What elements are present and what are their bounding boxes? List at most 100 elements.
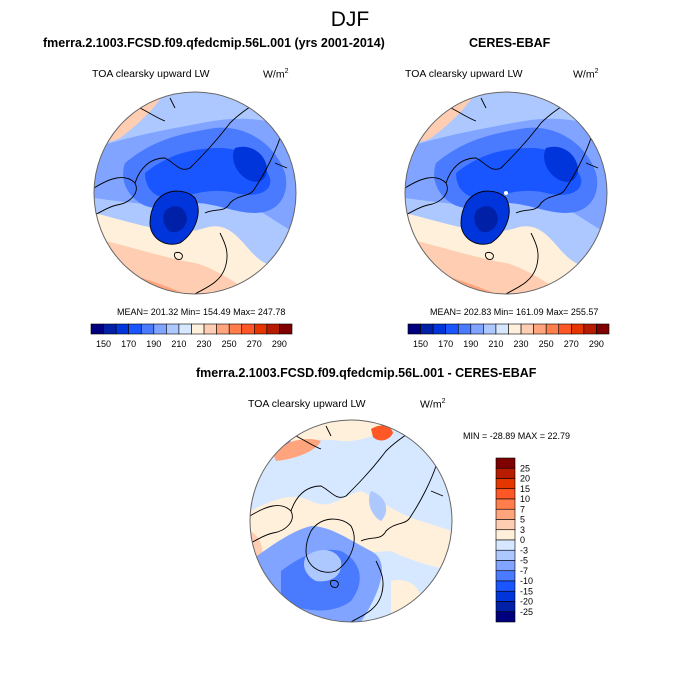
colorbar-3-box	[495, 457, 516, 469]
colorbar-3-tick-label: 5	[520, 515, 525, 525]
colorbar-3-box	[495, 508, 516, 520]
colorbar-3-tick-label: 15	[520, 484, 530, 494]
panel-2-units-base: W/m	[573, 68, 595, 81]
colorbar-3-tick-label: -20	[520, 597, 533, 607]
colorbar-3-box	[495, 478, 516, 490]
colorbar-3-tick-label: -3	[520, 545, 528, 555]
colorbar-1-box	[203, 323, 217, 335]
map-2-border	[404, 91, 608, 295]
colorbar-1-tick-label: 150	[96, 339, 111, 349]
colorbar-1-box	[241, 323, 255, 335]
colorbar-1-tick-label: 210	[171, 339, 186, 349]
colorbar-3-tick-label: -10	[520, 576, 533, 586]
colorbar-1-box	[266, 323, 280, 335]
colorbar-2-box	[457, 323, 472, 335]
colorbar-1-box	[166, 323, 180, 335]
panel-2-units: W/m2	[573, 68, 598, 81]
colorbar-1-box	[228, 323, 243, 335]
colorbar-1-box	[216, 323, 230, 335]
colorbar-2-box	[508, 323, 522, 335]
colorbar-3-box	[495, 560, 516, 572]
colorbar-2-box	[483, 323, 497, 335]
colorbar-2-box	[596, 323, 610, 335]
colorbar-1: 150 170 190 210 230 250 270 290	[90, 323, 293, 349]
colorbar-2-tick-label: 150	[413, 339, 428, 349]
colorbar-3-box	[495, 601, 516, 613]
colorbar-2-tick-label: 170	[438, 339, 453, 349]
panel-2-title: CERES-EBAF	[469, 36, 551, 50]
colorbar-3-tick-label: 10	[520, 494, 530, 504]
colorbar-2-box	[545, 323, 560, 335]
colorbar-1-box	[128, 323, 142, 335]
colorbar-1-box	[191, 323, 205, 335]
colorbar-1-box	[90, 323, 104, 335]
colorbar-1-tick-label: 170	[121, 339, 136, 349]
panel-3-units-base: W/m	[420, 398, 442, 411]
colorbar-1-tick-label: 190	[146, 339, 161, 349]
colorbar-3-box	[495, 590, 516, 602]
panel-2-stats: MEAN= 202.83 Min= 161.09 Max= 255.57	[430, 307, 599, 317]
colorbar-3-tick-label: 20	[520, 474, 530, 484]
colorbar-2-box	[558, 323, 572, 335]
colorbar-2: 150 170 190 210 230 250 270 290	[407, 323, 610, 349]
panel-1-units: W/m2	[263, 68, 288, 81]
colorbar-1-box	[103, 323, 117, 335]
colorbar-2-box	[571, 323, 585, 335]
colorbar-2-box	[420, 323, 434, 335]
panel-1-stats: MEAN= 201.32 Min= 154.49 Max= 247.78	[117, 307, 286, 317]
colorbar-3-tick-label: -15	[520, 586, 533, 596]
colorbar-2-tick-label: 250	[539, 339, 554, 349]
colorbar-3-tick-label: 3	[520, 525, 525, 535]
colorbar-2-box	[533, 323, 547, 335]
colorbar-2-box	[520, 323, 534, 335]
colorbar-3-box	[495, 519, 516, 531]
map-1-border	[93, 91, 297, 295]
colorbar-3-box	[495, 570, 516, 582]
colorbar-1-tick-label: 250	[222, 339, 237, 349]
colorbar-2-box	[495, 323, 509, 335]
colorbar-2-box	[445, 323, 459, 335]
colorbar-1-box	[279, 323, 293, 335]
colorbar-1-box	[178, 323, 192, 335]
colorbar-3-tick-label: -25	[520, 607, 533, 617]
colorbar-2-box	[407, 323, 421, 335]
colorbar-3-tick-label: -7	[520, 566, 528, 576]
colorbar-3-tick-label: 0	[520, 535, 525, 545]
colorbar-1-tick-label: 270	[247, 339, 262, 349]
colorbar-3-box	[495, 549, 516, 561]
colorbar-3-box	[495, 498, 516, 510]
colorbar-2-box	[583, 323, 597, 335]
colorbar-2-tick-label: 230	[514, 339, 529, 349]
colorbar-1-tick-label: 290	[272, 339, 287, 349]
colorbar-2-tick-label: 190	[463, 339, 478, 349]
colorbar-3-box	[495, 467, 516, 479]
figure-title: DJF	[330, 8, 370, 31]
colorbar-3-box	[495, 529, 516, 541]
colorbar-1-box	[140, 323, 155, 335]
colorbar-1-box	[153, 323, 167, 335]
panel-3-units-sup: 2	[441, 398, 446, 405]
colorbar-2-tick-label: 270	[564, 339, 579, 349]
panel-3-units: W/m2	[420, 398, 445, 411]
colorbar-2-box	[432, 323, 446, 335]
panel-1-title: fmerra.2.1003.FCSD.f09.qfedcmip.56L.001 …	[43, 36, 385, 50]
map-3-border	[249, 419, 453, 623]
colorbar-3-tick-label: -5	[520, 556, 528, 566]
panel-3-title: fmerra.2.1003.FCSD.f09.qfedcmip.56L.001 …	[196, 366, 537, 380]
colorbar-2-tick-label: 290	[589, 339, 604, 349]
colorbar-3-box	[495, 488, 516, 500]
colorbar-2-tick-label: 210	[488, 339, 503, 349]
panel-3-variable-label: TOA clearsky upward LW	[248, 398, 366, 410]
colorbar-3-tick-label: 7	[520, 504, 525, 514]
map-1	[93, 91, 297, 295]
map-2-pole-marker	[504, 191, 508, 195]
colorbar-3-tick-label: 25	[520, 463, 530, 473]
map-2	[404, 91, 608, 295]
map-3	[249, 419, 453, 623]
colorbar-3-box	[495, 611, 516, 623]
panel-1-units-base: W/m	[263, 68, 285, 81]
colorbar-3-box	[495, 580, 516, 592]
colorbar-2-box	[470, 323, 484, 335]
